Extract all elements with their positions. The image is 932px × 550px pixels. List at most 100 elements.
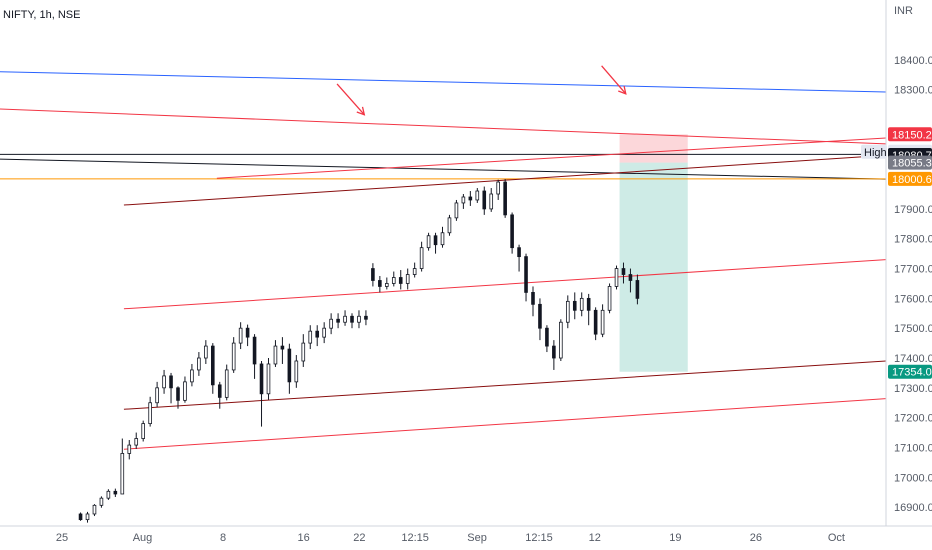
annotation-arrow-1 — [601, 65, 627, 95]
currency-label: INR — [894, 5, 913, 17]
price-tick-label: 17900.00 — [894, 204, 932, 216]
candle-body — [565, 300, 570, 323]
candle-body — [600, 309, 605, 335]
candle-body — [628, 274, 633, 281]
price-label-text: 18000.65 — [892, 174, 932, 186]
candle-body — [586, 297, 591, 311]
price-tick-label: 17200.00 — [894, 413, 932, 425]
candle-body — [106, 490, 111, 499]
high-tag-text: High — [864, 147, 887, 159]
trendline-0 — [0, 71, 886, 93]
candle-body — [224, 369, 229, 398]
time-tick-label: Aug — [133, 532, 153, 544]
candle-body — [559, 321, 563, 359]
price-tick-label: 17100.00 — [894, 442, 932, 454]
candle-body — [503, 181, 507, 216]
candle-body — [155, 387, 159, 404]
candle-body — [510, 214, 514, 249]
candle-body — [614, 268, 619, 287]
candle-body — [385, 283, 389, 287]
candle-body — [496, 181, 500, 195]
time-tick-label: 26 — [750, 532, 762, 544]
price-label-bg — [888, 364, 932, 379]
position-target-zone — [619, 162, 688, 372]
candle-body — [294, 360, 299, 383]
price-tick-label: 17500.00 — [894, 323, 932, 335]
candle-body — [245, 327, 250, 338]
trendline-3 — [0, 158, 886, 180]
time-tick-label: 19 — [669, 532, 681, 544]
price-label-bg — [888, 127, 932, 142]
price-tick-label: 17400.00 — [894, 353, 932, 365]
annotation-arrowhead-1 — [618, 85, 627, 95]
candle-body — [273, 345, 278, 365]
time-tick-label: 16 — [297, 532, 309, 544]
candle-body — [204, 345, 208, 359]
price-tick-label: 18400.00 — [894, 55, 932, 67]
candle-body — [280, 345, 285, 350]
price-label-bg — [888, 155, 932, 170]
candle-body — [252, 336, 257, 365]
price-tick-label: 16900.00 — [894, 502, 932, 514]
candle-body — [607, 286, 612, 311]
candle-body — [197, 357, 201, 371]
candle-body — [579, 297, 584, 311]
candle-body — [593, 309, 598, 335]
price-tick-label: 17300.00 — [894, 383, 932, 395]
time-tick-label: 12 — [589, 532, 601, 544]
candle-body — [524, 256, 528, 293]
candle-body — [468, 196, 473, 201]
time-tick-label: 22 — [353, 532, 365, 544]
candle-body — [433, 235, 438, 246]
candle-body — [183, 381, 187, 401]
candle-body — [266, 363, 271, 395]
candle-body — [391, 277, 396, 284]
time-tick-label: 12:15 — [401, 532, 429, 544]
candle-body — [419, 247, 424, 269]
candle-body — [127, 444, 132, 454]
time-tick-label: 25 — [56, 532, 68, 544]
candle-body — [120, 453, 125, 495]
high-tag-bg — [861, 144, 887, 159]
time-tick-label: 12:15 — [525, 532, 553, 544]
candle-body — [517, 247, 521, 258]
trendline-9 — [123, 398, 886, 450]
trendline-1 — [0, 108, 886, 145]
candle-body — [475, 190, 480, 201]
candle-body — [92, 504, 97, 515]
candle-body — [231, 342, 236, 371]
candle-body — [99, 497, 104, 506]
annotation-arrow-0 — [336, 83, 365, 116]
candle-body — [78, 513, 83, 521]
candle-body — [343, 315, 347, 323]
trendline-7 — [123, 259, 886, 310]
price-label-text: 17354.00 — [892, 367, 932, 379]
plot-area[interactable] — [0, 65, 886, 523]
annotation-arrowhead-0 — [356, 106, 366, 116]
price-tick-label: 17600.00 — [894, 293, 932, 305]
candle-body — [378, 280, 382, 287]
candle-body — [398, 277, 403, 284]
candle-body — [301, 342, 306, 362]
candle-body — [322, 327, 326, 338]
candle-body — [308, 330, 313, 344]
time-tick-label: Oct — [828, 532, 845, 544]
price-label-text: 18055.30 — [892, 158, 932, 170]
candle-body — [85, 513, 90, 521]
candle-body — [350, 315, 354, 323]
candle-body — [454, 202, 459, 219]
candle-body — [141, 423, 145, 439]
candle-body — [405, 274, 410, 284]
price-label-text: 18150.20 — [892, 129, 932, 141]
candle-body — [176, 387, 180, 401]
candle-body — [190, 369, 194, 383]
candle-body — [489, 193, 494, 210]
candle-body — [426, 235, 431, 249]
candle-body — [531, 292, 535, 305]
candle-body — [357, 315, 361, 323]
candle-body — [162, 375, 166, 389]
candle-body — [329, 318, 333, 329]
candle-body — [635, 280, 640, 299]
candle-body — [440, 232, 445, 246]
